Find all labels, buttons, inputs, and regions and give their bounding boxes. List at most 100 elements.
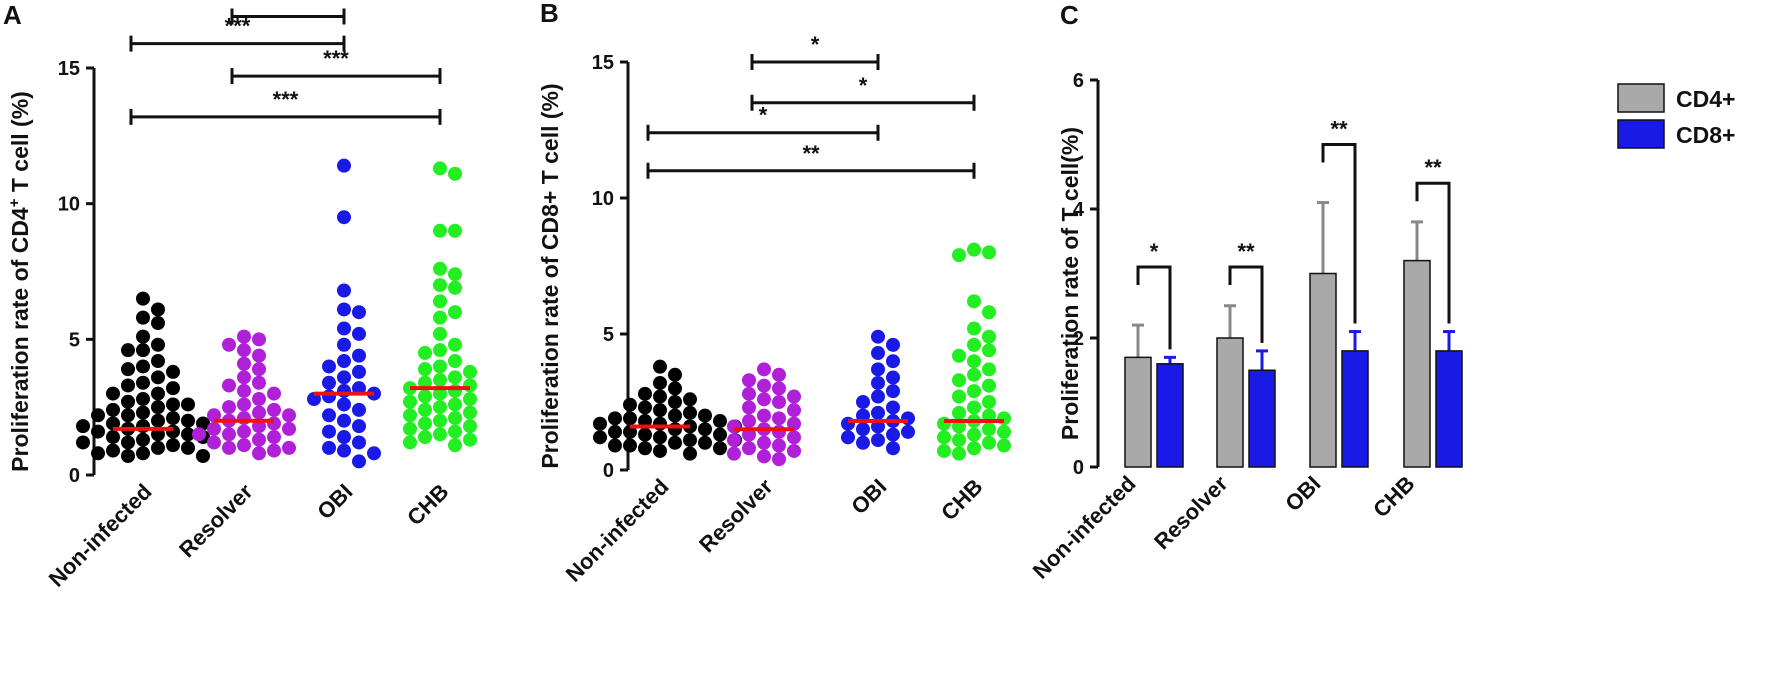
- data-point: [222, 427, 236, 442]
- data-point: [352, 419, 366, 434]
- data-point: [757, 408, 771, 423]
- data-point: [997, 438, 1011, 453]
- data-point: [787, 389, 801, 404]
- significance-bracket: *: [646, 103, 880, 141]
- y-tick-label: 15: [58, 58, 80, 80]
- data-point: [463, 392, 477, 407]
- data-point: [952, 389, 966, 404]
- data-point: [727, 419, 741, 434]
- data-point: [237, 356, 251, 371]
- data-point: [967, 427, 981, 442]
- data-point: [668, 367, 682, 382]
- data-point: [192, 427, 206, 442]
- y-axis-label: Proliferation rate of CD8+ T cell (%): [537, 83, 563, 468]
- data-point: [196, 416, 210, 431]
- data-point: [136, 291, 150, 306]
- data-point: [463, 419, 477, 434]
- data-point: [237, 329, 251, 344]
- data-point: [433, 161, 447, 176]
- data-point: [982, 378, 996, 393]
- data-point: [713, 441, 727, 456]
- data-point: [237, 424, 251, 439]
- data-point: [267, 402, 281, 417]
- data-point: [448, 337, 462, 352]
- data-point: [757, 392, 771, 407]
- data-point: [448, 411, 462, 426]
- significance-bracket: ***: [129, 14, 346, 52]
- data-point: [653, 403, 667, 418]
- data-point: [982, 435, 996, 450]
- x-category-label: Non-infected: [44, 479, 157, 592]
- data-point: [713, 414, 727, 429]
- data-point: [742, 441, 756, 456]
- data-point: [76, 435, 90, 450]
- data-point: [772, 411, 786, 426]
- data-point: [886, 427, 900, 442]
- data-point: [337, 430, 351, 445]
- data-point: [742, 373, 756, 388]
- bar: [1435, 350, 1463, 468]
- data-point: [352, 402, 366, 417]
- data-point: [653, 416, 667, 431]
- data-point: [937, 430, 951, 445]
- data-point: [638, 441, 652, 456]
- significance-label: ***: [225, 14, 251, 39]
- data-point: [448, 267, 462, 282]
- bracket-line: [750, 94, 976, 111]
- data-point: [757, 362, 771, 377]
- data-point: [252, 348, 266, 363]
- bracket-line: [1228, 265, 1264, 343]
- data-point: [772, 452, 786, 467]
- data-point: [121, 343, 135, 358]
- bracket-line: [750, 54, 880, 70]
- data-point: [871, 389, 885, 404]
- data-point: [337, 321, 351, 336]
- data-point: [982, 343, 996, 358]
- legend-swatch: [1617, 83, 1665, 113]
- significance-bracket: **: [230, 0, 346, 25]
- data-point: [337, 383, 351, 398]
- significance-label: ***: [273, 87, 299, 112]
- significance-label: **: [1330, 117, 1348, 142]
- data-point: [136, 310, 150, 325]
- data-point: [337, 337, 351, 352]
- bar: [1156, 363, 1184, 468]
- data-point: [952, 248, 966, 263]
- series-cd4plus: [1124, 201, 1431, 468]
- legend-label: CD8+: [1676, 122, 1735, 148]
- data-point: [252, 432, 266, 447]
- data-point: [337, 370, 351, 385]
- data-point: [237, 397, 251, 412]
- series-obi: [307, 158, 381, 469]
- data-point: [403, 435, 417, 450]
- data-point: [638, 386, 652, 401]
- data-point: [166, 364, 180, 379]
- bracket-line: [646, 162, 976, 179]
- bracket-line: [230, 8, 346, 25]
- data-point: [181, 440, 195, 455]
- data-point: [967, 354, 981, 369]
- series-chb: [937, 242, 1011, 461]
- data-point: [433, 359, 447, 374]
- data-point: [433, 261, 447, 276]
- bar: [1309, 272, 1337, 468]
- data-point: [967, 321, 981, 336]
- x-category-label: OBI: [1280, 471, 1325, 516]
- data-point: [151, 440, 165, 455]
- data-point: [322, 408, 336, 423]
- data-point: [222, 400, 236, 415]
- data-point: [668, 435, 682, 450]
- data-point: [352, 364, 366, 379]
- data-point: [772, 395, 786, 409]
- data-point: [237, 411, 251, 426]
- y-tick-label: 10: [58, 194, 80, 216]
- bracket-line: [230, 68, 442, 85]
- data-point: [121, 378, 135, 393]
- data-point: [683, 433, 697, 448]
- data-point: [282, 408, 296, 423]
- data-point: [742, 386, 756, 401]
- significance-bracket: *: [750, 32, 880, 70]
- data-point: [841, 430, 855, 445]
- data-point: [871, 375, 885, 390]
- data-point: [886, 370, 900, 385]
